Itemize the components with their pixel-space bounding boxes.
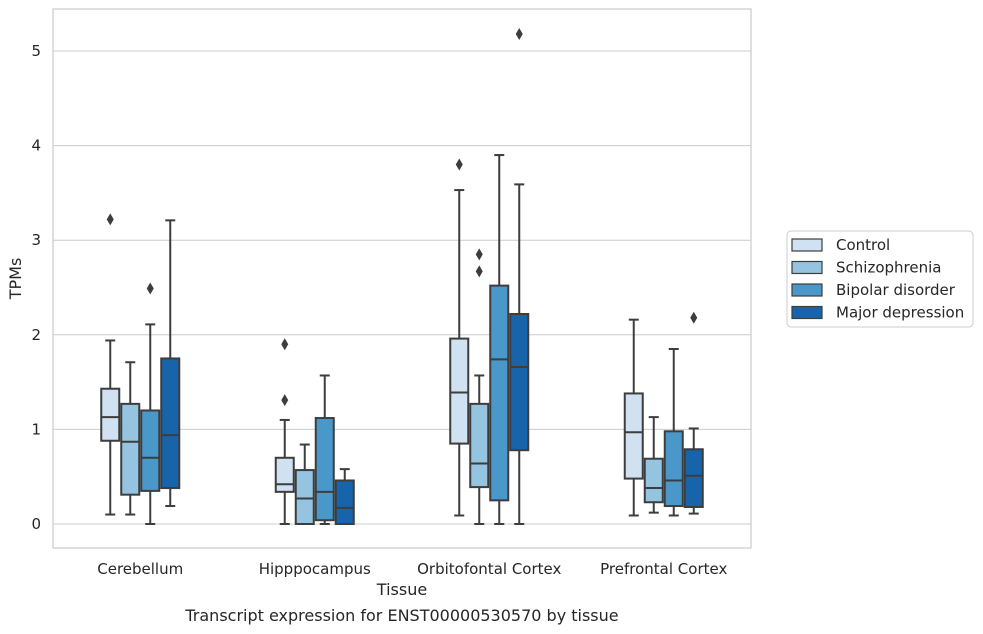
- outlier-point: [475, 248, 483, 261]
- box-0-0: [100, 213, 121, 516]
- box-3-2: [663, 347, 684, 517]
- box-2-3: [509, 27, 530, 525]
- x-tick-label: Cerebellum: [97, 560, 183, 578]
- box-2-1: [469, 248, 490, 525]
- y-tick-label: 0: [31, 515, 41, 533]
- y-tick-label: 1: [31, 420, 41, 438]
- box-3-1: [643, 416, 664, 514]
- box-body: [663, 430, 684, 508]
- box-body: [100, 387, 121, 442]
- x-tick-label: Hipppocampus: [259, 560, 371, 578]
- plot-frame: [52, 8, 752, 549]
- y-tick-label: 3: [31, 231, 41, 249]
- outlier-point: [146, 282, 154, 295]
- box-1-0: [274, 338, 295, 525]
- y-tick-label: 4: [31, 137, 41, 155]
- box-body: [314, 417, 335, 522]
- legend-label: Major depression: [836, 304, 964, 322]
- y-tick-label: 5: [31, 42, 41, 60]
- box-2-0: [449, 158, 470, 517]
- x-tick-label: Prefrontal Cortex: [600, 560, 727, 578]
- box-body: [160, 357, 181, 490]
- box-body: [623, 392, 644, 480]
- box-body: [469, 402, 490, 489]
- box-0-3: [160, 219, 181, 508]
- outlier-point: [690, 311, 698, 324]
- box-3-0: [623, 318, 644, 517]
- x-axis-label: Tissue: [376, 580, 427, 599]
- box-body: [334, 479, 355, 526]
- legend-frame: [786, 230, 974, 328]
- box-body: [643, 457, 664, 504]
- outlier-point: [515, 27, 523, 40]
- box-0-2: [140, 282, 161, 525]
- legend-swatch: [791, 283, 823, 297]
- legend-label: Schizophrenia: [836, 259, 941, 277]
- legend-swatch: [791, 260, 823, 275]
- box-body: [294, 469, 315, 526]
- legend-swatch: [791, 238, 823, 252]
- legend-label: Bipolar disorder: [836, 281, 956, 299]
- box-body: [683, 448, 704, 508]
- box-body: [140, 409, 161, 492]
- box-body: [274, 456, 295, 493]
- outlier-point: [281, 394, 289, 407]
- box-1-2: [314, 374, 335, 525]
- outlier-point: [475, 265, 483, 278]
- outlier-point: [281, 338, 289, 351]
- box-2-2: [489, 154, 510, 525]
- chart-caption: Transcript expression for ENST0000053057…: [184, 606, 618, 625]
- outlier-point: [106, 213, 114, 226]
- box-1-3: [334, 468, 355, 526]
- y-tick-label: 2: [31, 326, 41, 344]
- x-tick-label: Orbitofontal Cortex: [417, 560, 561, 578]
- box-0-1: [120, 361, 141, 516]
- box-body: [489, 284, 510, 502]
- legend-label: Control: [836, 236, 890, 254]
- y-axis-label: TPMs: [6, 258, 25, 301]
- outlier-point: [455, 158, 463, 171]
- box-body: [120, 402, 141, 496]
- legend-swatch: [791, 305, 823, 320]
- box-3-3: [683, 311, 704, 515]
- box-1-1: [294, 443, 315, 526]
- legend: Control Schizophrenia Bipolar disorder Majo…: [786, 230, 974, 328]
- box-body: [509, 312, 530, 452]
- box-body: [449, 337, 470, 445]
